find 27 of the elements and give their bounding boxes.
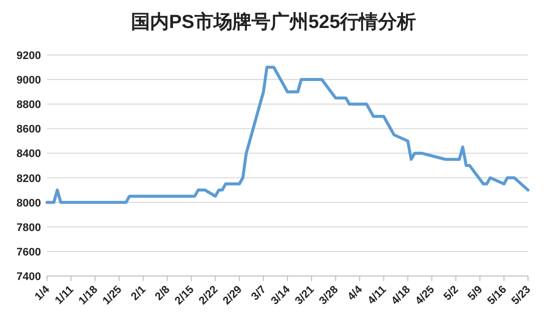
x-tick-label: 3/21 [293, 284, 317, 308]
x-tick-label: 5/9 [466, 284, 486, 303]
x-tick-label: 1/4 [32, 283, 53, 303]
line-series [46, 66, 530, 204]
y-tick-label: 8400 [16, 148, 41, 160]
x-tick-label: 4/11 [366, 284, 389, 307]
y-tick-label: 8800 [16, 99, 41, 112]
x-tick-label: 3/14 [268, 283, 294, 308]
x-tick-label: 3/7 [249, 284, 269, 303]
y-tick-label: 8000 [16, 197, 41, 210]
x-tick-label: 2/1 [129, 284, 148, 303]
x-tick-label: 5/23 [509, 284, 534, 308]
y-tick-label: 9000 [16, 74, 41, 87]
x-tick-label: 5/2 [442, 284, 461, 303]
x-tick-label: 4/18 [389, 284, 413, 308]
y-tick-label: 7800 [16, 222, 41, 234]
y-tick-label: 7600 [16, 246, 41, 258]
x-tick-label: 2/8 [153, 284, 172, 303]
x-tick-label: 3/28 [317, 284, 341, 308]
x-tick-label: 1/11 [52, 284, 76, 307]
y-tick-label: 8600 [16, 124, 41, 136]
y-tick-label: 8200 [16, 172, 41, 185]
chart-title: 国内PS市场牌号广州525行情分析 [130, 11, 416, 33]
y-tick-label: 9200 [16, 50, 41, 62]
y-tick-label: 7400 [16, 271, 41, 283]
x-tick-label: 4/4 [345, 283, 366, 303]
x-tick-label: 5/16 [485, 284, 510, 308]
